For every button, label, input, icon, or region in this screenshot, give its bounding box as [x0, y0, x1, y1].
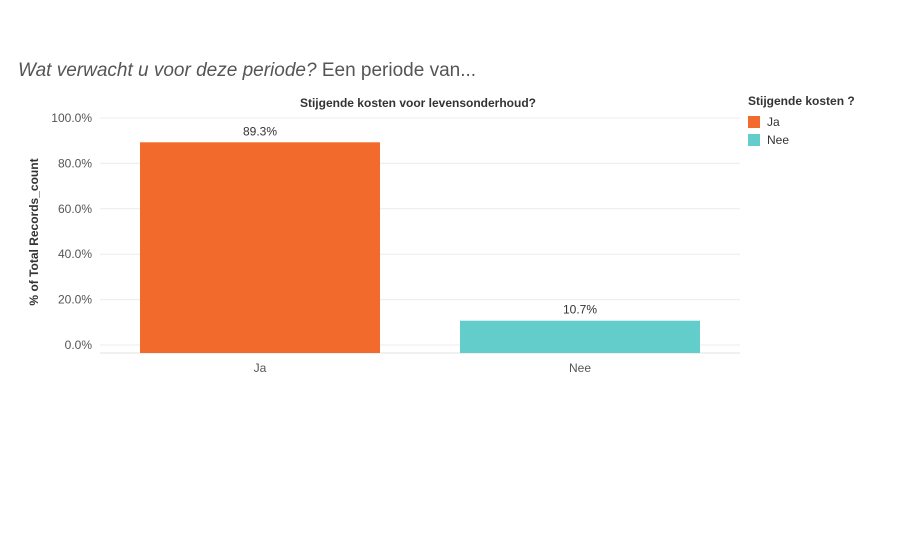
y-tick-label: 0.0% — [65, 338, 93, 352]
bar-value-label: 89.3% — [243, 124, 277, 138]
page-title-question: Wat verwacht u voor deze periode? — [18, 60, 317, 81]
y-tick-label: 80.0% — [58, 156, 92, 170]
bar-ja — [140, 142, 380, 353]
legend-item-ja[interactable]: Ja — [748, 113, 855, 131]
bar-nee — [460, 320, 700, 353]
y-axis-label: % of Total Records_count — [27, 158, 41, 305]
page-title-suffix: Een periode van... — [316, 60, 477, 81]
y-tick-label: 60.0% — [58, 202, 92, 216]
chart-title: Stijgende kosten voor levensonderhoud? — [300, 96, 536, 110]
bar-value-label: 10.7% — [563, 303, 597, 317]
page-title: Wat verwacht u voor deze periode? Een pe… — [18, 60, 476, 82]
x-tick-label: Ja — [254, 361, 267, 375]
legend-title: Stijgende kosten ? — [748, 94, 855, 108]
legend-swatch-nee — [748, 134, 760, 146]
x-tick-label: Nee — [569, 361, 591, 375]
y-tick-label: 100.0% — [51, 111, 92, 125]
y-tick-label: 40.0% — [58, 247, 92, 261]
legend-label-ja: Ja — [767, 115, 780, 129]
legend-swatch-ja — [748, 116, 760, 128]
y-tick-label: 20.0% — [58, 293, 92, 307]
legend-label-nee: Nee — [767, 133, 790, 147]
legend: Stijgende kosten ? Ja Nee — [748, 94, 855, 149]
legend-item-nee[interactable]: Nee — [748, 131, 855, 149]
